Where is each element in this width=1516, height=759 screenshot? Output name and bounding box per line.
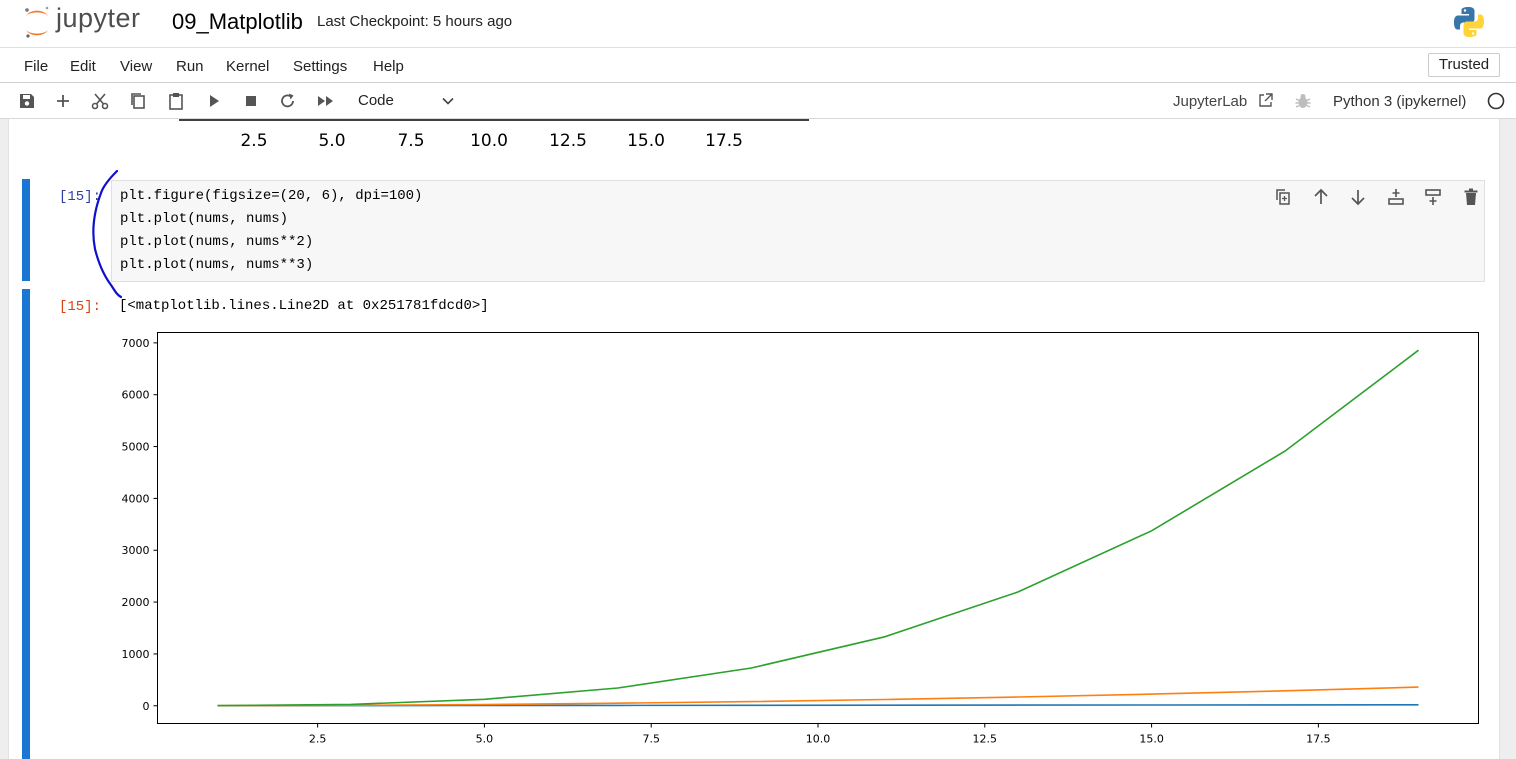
move-up-icon[interactable] [1311,187,1331,207]
fast-forward-icon[interactable] [316,91,336,111]
stop-icon[interactable] [241,91,261,111]
duplicate-cell-icon[interactable] [1273,187,1293,207]
copy-icon[interactable] [128,91,148,111]
prev-tick-label: 10.0 [470,131,508,151]
prev-tick-label: 7.5 [397,131,424,151]
paste-icon[interactable] [166,91,186,111]
plot-area-frame [157,332,1479,724]
x-tick-label: 2.5 [309,733,327,746]
handwritten-annotation [92,169,123,299]
previous-output-axis: 2.5 5.0 7.5 10.0 12.5 15.0 17.5 [179,119,809,151]
x-tick-label: 5.0 [476,733,494,746]
active-cell-bar[interactable] [22,179,30,281]
code-editor[interactable]: plt.figure(figsize=(20, 6), dpi=100) plt… [111,180,1485,282]
y-tick-label: 1000 [122,648,150,661]
last-checkpoint: Last Checkpoint: 5 hours ago [317,13,513,30]
insert-above-icon[interactable] [1386,187,1406,207]
x-tick-label: 17.5 [1306,733,1331,746]
prev-tick-label: 5.0 [318,131,345,151]
series-line-2 [217,686,1419,707]
delete-cell-icon[interactable] [1461,187,1481,207]
menu-run[interactable]: Run [176,58,204,75]
prev-tick-label: 2.5 [240,131,267,151]
menu-edit[interactable]: Edit [70,58,96,75]
jupyter-logo[interactable] [20,4,160,40]
notebook-name[interactable]: 09_Matplotlib [172,9,303,34]
menu-file[interactable]: File [24,58,49,75]
code-line-2[interactable]: plt.plot(nums, nums) [120,211,289,227]
debugger-bug-icon[interactable] [1294,92,1312,110]
menu-settings[interactable]: Settings [293,58,348,75]
cell-type-select[interactable]: Code [358,92,394,109]
x-tick-label: 12.5 [973,733,998,746]
app-header: jupyter 09_Matplotlib Last Checkpoint: 5… [0,0,1516,47]
y-tick-label: 4000 [122,492,150,505]
kernel-name[interactable]: Python 3 (ipykernel) [1333,93,1467,110]
move-down-icon[interactable] [1348,187,1368,207]
code-line-3[interactable]: plt.plot(nums, nums**2) [120,234,314,250]
y-tick-label: 3000 [122,544,150,557]
notebook-panel[interactable]: 2.5 5.0 7.5 10.0 12.5 15.0 17.5 [15]: [1… [8,119,1500,759]
save-icon[interactable] [17,91,37,111]
y-tick-label: 2000 [122,596,150,609]
external-link-icon[interactable] [1257,92,1274,109]
menu-kernel[interactable]: Kernel [226,58,270,75]
prev-tick-label: 17.5 [705,131,743,151]
x-tick-label: 10.0 [806,733,831,746]
output-text: [<matplotlib.lines.Line2D at 0x251781fdc… [119,298,489,314]
y-tick-label: 0 [143,700,150,713]
x-tick-label: 15.0 [1139,733,1164,746]
trusted-indicator[interactable]: Trusted [1428,53,1500,77]
y-tick-label: 6000 [122,389,150,402]
menu-view[interactable]: View [120,58,153,75]
notebook-toolbar: Code JupyterLab Python 3 (ipykernel) [0,83,1516,119]
output-cell-bar[interactable] [22,289,30,759]
y-tick-label: 7000 [122,337,150,350]
menu-help[interactable]: Help [373,58,404,75]
kernel-status-icon [1487,92,1505,110]
restart-icon[interactable] [278,91,298,111]
line-chart: 0 1000 2000 3000 4000 5000 6000 7000 2.5 5.0 7.5 1… [122,332,1479,746]
jupyterlab-link[interactable]: JupyterLab [1173,93,1248,110]
add-icon[interactable] [53,91,73,111]
cut-icon[interactable] [90,91,110,111]
code-line-4[interactable]: plt.plot(nums, nums**3) [120,257,314,273]
code-line-1[interactable]: plt.figure(figsize=(20, 6), dpi=100) [120,188,423,204]
jupyter-logo-text: jupyter [56,3,141,33]
python-logo-icon [1454,7,1484,37]
x-tick-label: 7.5 [642,733,660,746]
output-prompt: [15]: [59,299,102,315]
prev-tick-label: 12.5 [549,131,587,151]
chevron-down-icon[interactable] [441,94,455,108]
series-line-3 [217,349,1419,707]
input-prompt: [15]: [59,189,102,205]
y-tick-label: 5000 [122,441,150,454]
menu-bar: File Edit View Run Kernel Settings Help … [0,47,1516,83]
run-icon[interactable] [204,91,224,111]
prev-tick-label: 15.0 [627,131,665,151]
insert-below-icon[interactable] [1423,187,1443,207]
